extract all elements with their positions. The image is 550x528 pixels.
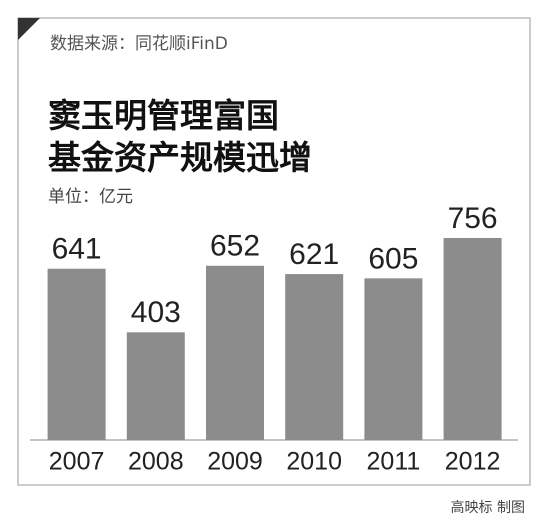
source: 数据来源：同花顺iFinD <box>50 34 228 54</box>
bar <box>126 332 185 440</box>
credit: 高映标 制图 <box>451 499 525 516</box>
bar <box>285 274 344 440</box>
bar <box>443 238 502 440</box>
x-tick-label: 2007 <box>49 448 105 476</box>
x-tick-label: 2010 <box>286 448 342 476</box>
chart-title: 窦玉明管理富国 <box>48 96 279 135</box>
x-tick-label: 2008 <box>128 448 184 476</box>
bar <box>47 268 106 440</box>
chart-title: 基金资产规模迅增 <box>48 138 312 177</box>
value-label: 621 <box>289 238 339 271</box>
value-label: 403 <box>131 296 181 329</box>
frame <box>17 17 531 486</box>
value-label: 652 <box>210 230 260 263</box>
x-tick-label: 2012 <box>445 448 501 476</box>
x-tick-label: 2011 <box>367 448 421 476</box>
value-label: 756 <box>448 202 498 235</box>
x-tick-label: 2009 <box>207 448 263 476</box>
unit: 单位：亿元 <box>48 187 133 207</box>
bar <box>206 265 264 440</box>
corner-mark <box>18 18 40 40</box>
value-label: 605 <box>368 242 418 275</box>
bar <box>364 278 423 440</box>
value-label: 641 <box>52 233 102 266</box>
